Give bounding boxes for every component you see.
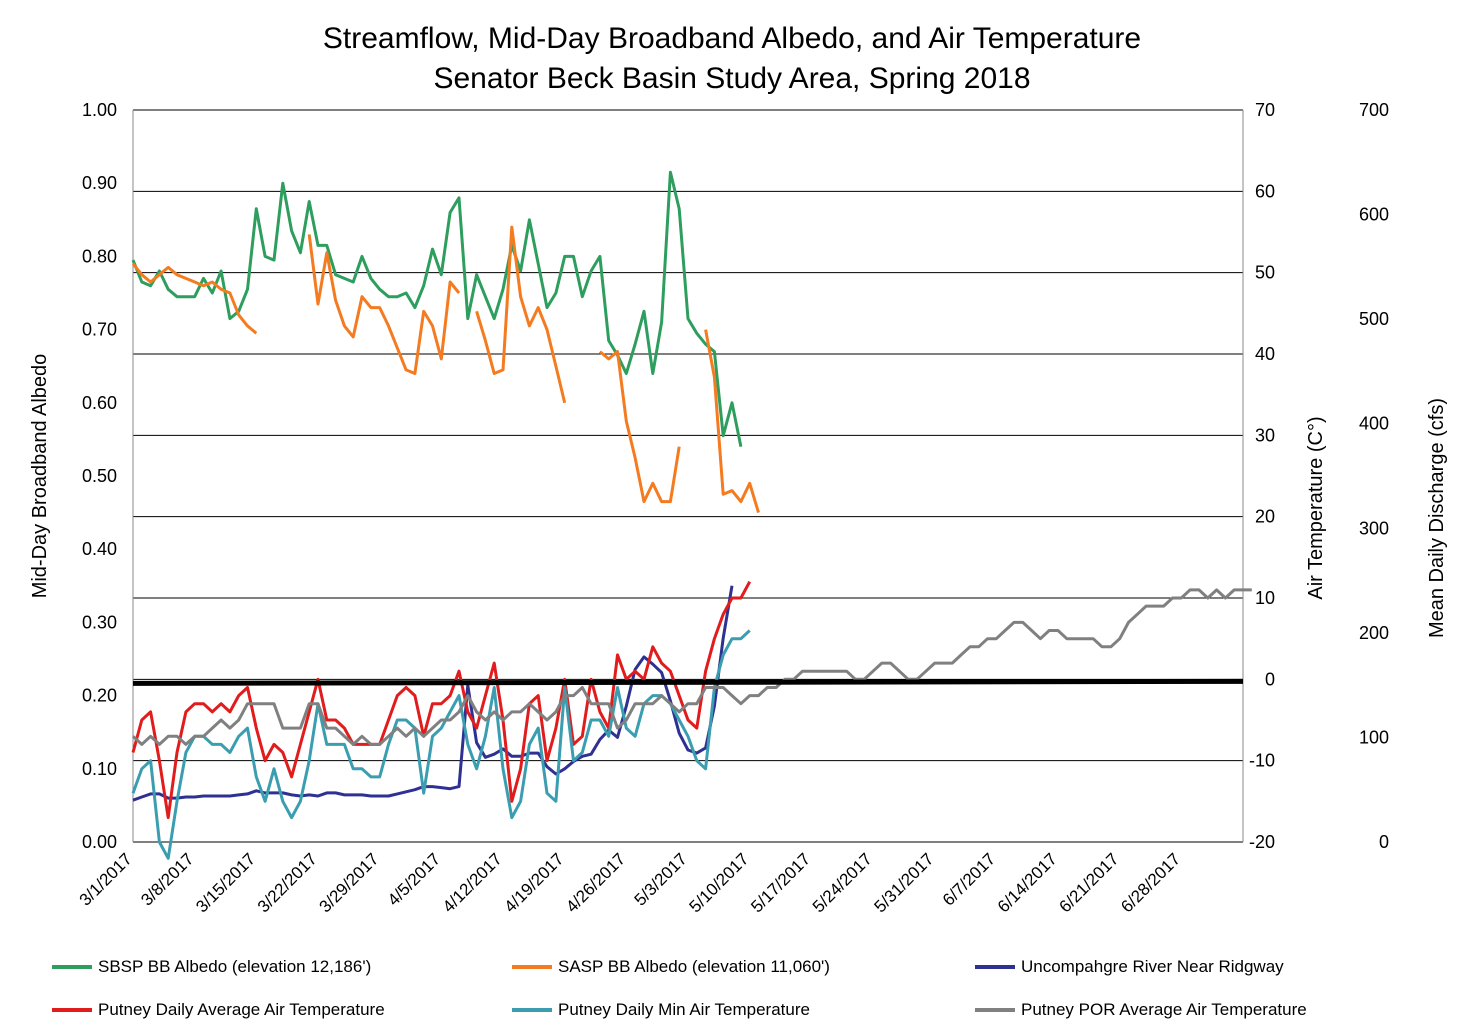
series-line-4 (131, 629, 751, 860)
discharge-tick-label: 200 (1359, 623, 1389, 643)
discharge-tick-label: 300 (1359, 518, 1389, 538)
x-tick-label: 3/29/2017 (316, 849, 383, 916)
legend-item: Uncompahgre River Near Ridgway (975, 957, 1284, 977)
legend-swatch (975, 1008, 1015, 1012)
left-tick-label: 0.20 (82, 686, 117, 706)
left-tick-label: 0.50 (82, 466, 117, 486)
legend-label: Uncompahgre River Near Ridgway (1021, 957, 1284, 976)
chart-title-line1: Streamflow, Mid-Day Broadband Albedo, an… (322, 22, 1142, 55)
temp-tick-label: 30 (1255, 425, 1275, 445)
discharge-tick-label: 0 (1379, 832, 1389, 852)
left-tick-label: 0.90 (82, 173, 117, 193)
x-tick-label: 6/28/2017 (1117, 849, 1184, 916)
series-line-0 (131, 170, 743, 447)
legend-label: SASP BB Albedo (elevation 11,060') (558, 957, 830, 976)
discharge-axis-title: Mean Daily Discharge (cfs) (1426, 398, 1448, 638)
x-tick-label: 5/31/2017 (871, 849, 938, 916)
left-tick-label: 0.70 (82, 320, 117, 340)
discharge-tick-label: 400 (1359, 414, 1389, 434)
legend-label: Putney POR Average Air Temperature (1021, 1000, 1307, 1019)
discharge-tick-label: 100 (1359, 727, 1389, 747)
legend-label: SBSP BB Albedo (elevation 12,186') (98, 957, 372, 976)
x-tick-label: 3/1/2017 (76, 849, 136, 909)
temp-tick-label: 50 (1255, 263, 1275, 283)
legend-item: SBSP BB Albedo (elevation 12,186') (52, 957, 371, 977)
x-tick-label: 4/5/2017 (384, 849, 444, 909)
chart: 0.00 0.10 0.20 0.30 0.40 0.50 0.60 0.70 0.80 0.90… (29, 100, 1448, 916)
temp-tick-label: 70 (1255, 100, 1275, 120)
left-tick-label: 0.40 (82, 539, 117, 559)
temp-axis-title: Air Temperature (C°) (1305, 416, 1327, 599)
legend-swatch (512, 1008, 552, 1012)
x-tick-label: 4/26/2017 (562, 849, 629, 916)
legend: SBSP BB Albedo (elevation 12,186') SASP B… (0, 948, 1464, 1033)
series-line-1 (131, 225, 760, 514)
x-tick-label: 4/19/2017 (501, 849, 568, 916)
legend-swatch (512, 965, 552, 969)
x-tick-label: 5/3/2017 (631, 849, 691, 909)
chart-title-line2: Senator Beck Basin Study Area, Spring 20… (433, 62, 1031, 95)
left-tick-label: 0.00 (82, 832, 117, 852)
temp-tick-label: -10 (1249, 751, 1275, 771)
x-tick-label: 5/17/2017 (747, 849, 814, 916)
x-tick-label: 6/7/2017 (939, 849, 999, 909)
discharge-tick-label: 500 (1359, 309, 1389, 329)
legend-swatch (52, 1008, 92, 1012)
left-tick-label: 0.30 (82, 612, 117, 632)
temp-tick-label: 0 (1265, 669, 1275, 689)
series-line-5 (131, 588, 1252, 746)
temp-tick-label: 40 (1255, 344, 1275, 364)
discharge-tick-label: 600 (1359, 205, 1389, 225)
series-line-2 (132, 585, 734, 802)
temp-tick-label: 10 (1255, 588, 1275, 608)
x-tick-label: 6/14/2017 (994, 849, 1061, 916)
x-tick-label: 4/12/2017 (439, 849, 506, 916)
x-tick-label: 6/21/2017 (1056, 849, 1123, 916)
x-tick-label: 5/10/2017 (686, 849, 753, 916)
legend-swatch (52, 965, 92, 969)
left-tick-label: 0.10 (82, 759, 117, 779)
zero-temperature-line (132, 678, 1244, 686)
x-tick-label: 5/24/2017 (809, 849, 876, 916)
left-axis-title: Mid-Day Broadband Albedo (29, 354, 51, 599)
left-tick-label: 0.60 (82, 393, 117, 413)
x-tick-label: 3/22/2017 (254, 849, 321, 916)
temp-tick-label: -20 (1249, 832, 1275, 852)
legend-item: Putney Daily Average Air Temperature (52, 1000, 385, 1020)
legend-item: SASP BB Albedo (elevation 11,060') (512, 957, 830, 977)
legend-label: Putney Daily Min Air Temperature (558, 1000, 810, 1019)
discharge-tick-label: 700 (1359, 100, 1389, 120)
legend-item: Putney POR Average Air Temperature (975, 1000, 1307, 1020)
x-tick-label: 3/15/2017 (192, 849, 259, 916)
left-tick-label: 1.00 (82, 100, 117, 120)
series-line-3 (131, 580, 752, 820)
temp-tick-label: 60 (1255, 181, 1275, 201)
legend-label: Putney Daily Average Air Temperature (98, 1000, 385, 1019)
legend-item: Putney Daily Min Air Temperature (512, 1000, 810, 1020)
left-tick-label: 0.80 (82, 246, 117, 266)
temp-tick-label: 20 (1255, 507, 1275, 527)
legend-swatch (975, 965, 1015, 969)
